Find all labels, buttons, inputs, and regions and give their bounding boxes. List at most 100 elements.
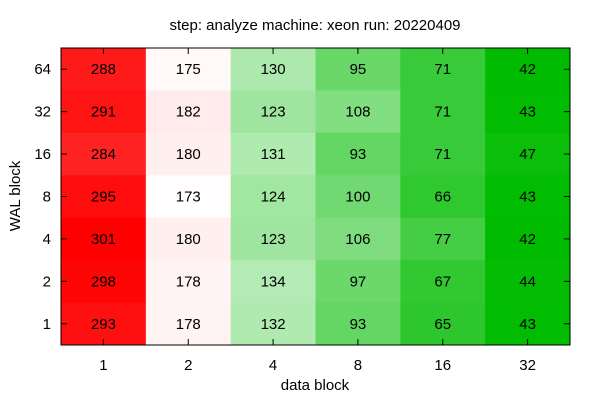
x-tick-label: 16 [434, 357, 451, 374]
cell-value-label: 178 [176, 273, 201, 290]
cell-value-label: 295 [91, 189, 116, 206]
cell-value-label: 42 [519, 231, 536, 248]
heatmap-cell [230, 175, 316, 219]
heatmap-cell [400, 48, 486, 91]
cell-value-label: 106 [345, 231, 370, 248]
cell-value-label: 173 [176, 189, 201, 206]
x-tick-label: 8 [354, 357, 362, 374]
heatmap-cell [485, 260, 571, 304]
y-tick-label: 4 [43, 231, 51, 248]
cell-value-label: 43 [519, 104, 536, 121]
cell-value-label: 77 [434, 231, 451, 248]
cell-value-label: 180 [176, 231, 201, 248]
chart-title: step: analyze machine: xeon run: 2022040… [169, 17, 460, 34]
cell-value-label: 284 [91, 146, 116, 163]
cell-value-label: 288 [91, 61, 116, 78]
heatmap-cell [400, 260, 486, 304]
cell-value-label: 134 [261, 273, 286, 290]
heatmap-cell [61, 132, 147, 176]
cell-value-label: 71 [434, 146, 451, 163]
heatmap-cell [61, 217, 147, 261]
y-tick-label: 2 [43, 273, 51, 290]
heatmap-cell [145, 260, 232, 304]
cell-value-label: 100 [345, 189, 370, 206]
heatmap-cell [315, 217, 401, 261]
cell-value-label: 108 [345, 104, 370, 121]
cell-value-label: 66 [434, 189, 451, 206]
heatmap-cells [61, 48, 571, 346]
y-tick-label: 1 [43, 316, 51, 333]
heatmap-cell [485, 217, 571, 261]
cell-value-label: 301 [91, 231, 116, 248]
cell-value-label: 180 [176, 146, 201, 163]
y-tick-label: 8 [43, 189, 51, 206]
heatmap-cell [485, 48, 571, 91]
heatmap-cell [145, 217, 232, 261]
cell-value-label: 44 [519, 273, 536, 290]
heatmap-cell [230, 302, 316, 346]
heatmap-cell [485, 175, 571, 219]
cell-value-label: 42 [519, 61, 536, 78]
heatmap-cell [485, 302, 571, 346]
cell-value-label: 93 [350, 146, 367, 163]
cell-value-label: 43 [519, 189, 536, 206]
heatmap-cell-labels: 288 175 130 95 71 42 291 182 123 108 71 43 284 180 131… [91, 61, 536, 333]
cell-value-label: 298 [91, 273, 116, 290]
x-tick-label: 1 [99, 357, 107, 374]
cell-value-label: 95 [350, 61, 367, 78]
y-tick-label: 32 [34, 104, 51, 121]
heatmap-cell [400, 302, 486, 346]
heatmap-cell [315, 90, 401, 134]
heatmap-cell [61, 302, 147, 346]
heatmap-cell [61, 90, 147, 134]
cell-value-label: 131 [261, 146, 286, 163]
y-axis-label: WAL block [7, 160, 24, 231]
heatmap-cell [145, 48, 232, 91]
heatmap-cell [145, 90, 232, 134]
heatmap-cell [315, 302, 401, 346]
heatmap-cell [61, 260, 147, 304]
cell-value-label: 43 [519, 316, 536, 333]
x-axis-label: data block [281, 377, 350, 394]
heatmap-cell [230, 48, 316, 91]
cell-value-label: 47 [519, 146, 536, 163]
heatmap-cell [315, 175, 401, 219]
cell-value-label: 293 [91, 316, 116, 333]
heatmap-cell [145, 302, 232, 346]
heatmap-cell [315, 132, 401, 176]
heatmap-cell [145, 132, 232, 176]
cell-value-label: 123 [261, 104, 286, 121]
heatmap-cell [230, 217, 316, 261]
cell-value-label: 97 [350, 273, 367, 290]
cell-value-label: 178 [176, 316, 201, 333]
heatmap-cell [315, 48, 401, 91]
x-tick-label: 2 [184, 357, 192, 374]
heatmap-cell [61, 175, 147, 219]
heatmap-cell [61, 48, 147, 91]
cell-value-label: 71 [434, 61, 451, 78]
y-tick-label: 64 [34, 61, 51, 78]
heatmap-cell [400, 217, 486, 261]
cell-value-label: 67 [434, 273, 451, 290]
heatmap-cell [315, 260, 401, 304]
heatmap-cell [145, 175, 232, 219]
cell-value-label: 123 [261, 231, 286, 248]
heatmap-cell [400, 175, 486, 219]
cell-value-label: 132 [261, 316, 286, 333]
cell-value-label: 130 [261, 61, 286, 78]
cell-value-label: 124 [261, 189, 286, 206]
y-tick-label: 16 [34, 146, 51, 163]
heatmap-cell [485, 90, 571, 134]
heatmap-cell [400, 90, 486, 134]
cell-value-label: 65 [434, 316, 451, 333]
heatmap-cell [230, 132, 316, 176]
heatmap-cell [230, 260, 316, 304]
x-tick-label: 4 [269, 357, 277, 374]
heatmap-cell [485, 132, 571, 176]
heatmap-cell [230, 90, 316, 134]
cell-value-label: 291 [91, 104, 116, 121]
cell-value-label: 71 [434, 104, 451, 121]
cell-value-label: 175 [176, 61, 201, 78]
